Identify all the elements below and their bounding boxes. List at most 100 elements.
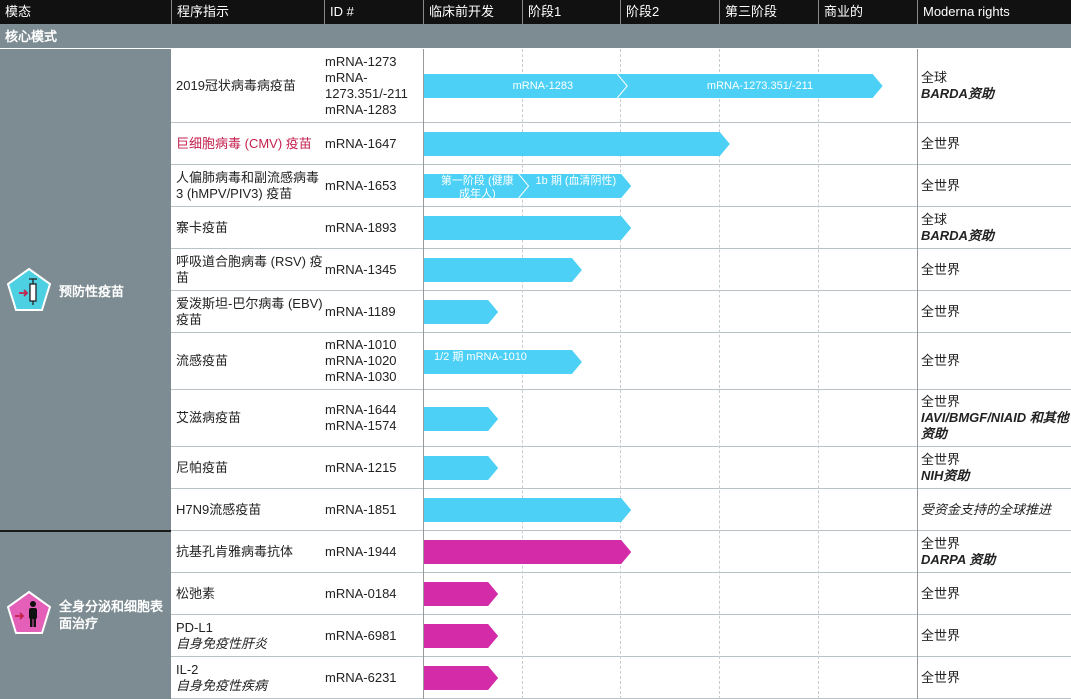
segment-separator — [518, 174, 530, 198]
program-title: H7N9流感疫苗 — [176, 501, 262, 517]
program-title: 爱泼斯坦-巴尔病毒 (EBV) 疫苗 — [176, 295, 323, 327]
progress-bar — [424, 456, 499, 480]
header-program: 程序指示 — [171, 0, 324, 24]
progress-arrow — [424, 132, 730, 156]
header-rights: Moderna rights — [917, 0, 1071, 24]
progress-bar — [424, 300, 499, 324]
grid-line — [917, 49, 918, 699]
header-commercial: 商业的 — [818, 0, 917, 24]
grid-line — [423, 49, 424, 699]
program-title: 艾滋病疫苗 — [176, 410, 242, 425]
program-name: IL-2 自身免疫性疾病 — [176, 657, 324, 698]
section-band: 核心模式 — [0, 24, 1071, 49]
table-row: PD-L1 自身免疫性肝炎 mRNA-6981 全世界 — [171, 615, 1071, 657]
program-title: 松弛素 — [176, 585, 216, 601]
id-value: mRNA-1189 — [325, 303, 396, 319]
table-row: 爱泼斯坦-巴尔病毒 (EBV) 疫苗 mRNA-1189 全世界 — [171, 291, 1071, 333]
program-id: mRNA-1189 — [325, 291, 425, 332]
program-name: 爱泼斯坦-巴尔病毒 (EBV) 疫苗 — [176, 291, 324, 332]
rights-text: 全世界 — [921, 394, 961, 409]
progress-arrow — [424, 582, 499, 606]
program-id: mRNA-1644 mRNA-1574 — [325, 390, 425, 446]
program-title: 呼吸道合胞病毒 (RSV) 疫苗 — [176, 253, 323, 285]
grid-line — [818, 49, 819, 699]
program-title: 巨细胞病毒 (CMV) 疫苗 — [176, 135, 312, 151]
program-id: mRNA-1893 — [325, 207, 425, 248]
program-id: mRNA-1215 — [325, 447, 425, 488]
progress-bar: 第一阶段 (健康成年人) 1b 期 (血清阴性) — [424, 174, 632, 198]
rights-cell: 全球 BARDA资助 — [921, 49, 1071, 122]
progress-arrow — [424, 174, 632, 198]
table-row: 抗基孔肯雅病毒抗体 mRNA-1944 全世界 DARPA 资助 — [171, 531, 1071, 573]
program-id: mRNA-0184 — [325, 573, 425, 614]
person-pentagon-icon — [6, 590, 52, 636]
rights-text: 全世界 — [921, 535, 961, 551]
header-phase2: 阶段2 — [620, 0, 719, 24]
progress-arrow — [424, 666, 499, 690]
rights-text: 全世界 — [921, 353, 961, 368]
program-name: 人偏肺病毒和副流感病毒 3 (hMPV/PIV3) 疫苗 — [176, 165, 324, 206]
rights-text: 全世界 — [921, 261, 961, 277]
progress-bar — [424, 666, 499, 690]
program-id: mRNA-6981 — [325, 615, 425, 656]
progress-arrow — [424, 216, 632, 240]
id-value: mRNA-1944 — [325, 543, 397, 559]
program-id: mRNA-1273 mRNA-1273.351/-211 mRNA-1283 — [325, 49, 425, 122]
program-title: 抗基孔肯雅病毒抗体 — [176, 543, 294, 559]
program-name: 2019冠状病毒病疫苗 — [176, 49, 324, 122]
program-title: 寨卡疫苗 — [176, 219, 229, 235]
id-value: mRNA-1851 — [325, 501, 397, 517]
rights-cell: 全世界 — [921, 123, 1071, 164]
id-value: mRNA-1345 — [325, 261, 397, 277]
rights-cell: 全世界 — [921, 657, 1071, 698]
progress-arrow — [424, 407, 499, 431]
progress-arrow — [424, 498, 632, 522]
program-title: IL-2 — [176, 661, 199, 677]
id-value: mRNA-1030 — [325, 369, 397, 384]
program-name: 寨卡疫苗 — [176, 207, 324, 248]
table-row: 2019冠状病毒病疫苗 mRNA-1273 mRNA-1273.351/-211 mR… — [171, 49, 1071, 123]
program-indication: 自身免疫性疾病 — [176, 677, 268, 693]
progress-arrow — [424, 74, 883, 98]
rights-cell: 受资金支持的全球推进 — [921, 489, 1071, 530]
id-value: mRNA-0184 — [325, 585, 397, 601]
header-phase3: 第三阶段 — [719, 0, 818, 24]
syringe-pentagon-icon — [6, 267, 52, 313]
rights-text: 全世界 — [921, 669, 961, 685]
rights-text: BARDA资助 — [921, 227, 994, 243]
rights-text: 全世界 — [921, 135, 961, 151]
progress-bar — [424, 582, 499, 606]
id-value: mRNA-1010 — [325, 337, 397, 352]
rights-text: 全球 — [921, 211, 948, 227]
id-value: mRNA-1215 — [325, 459, 397, 475]
program-name: 巨细胞病毒 (CMV) 疫苗 — [176, 123, 324, 164]
rights-text: 全世界 — [921, 303, 961, 319]
program-id: mRNA-1851 — [325, 489, 425, 530]
program-title: 人偏肺病毒和副流感病毒 3 (hMPV/PIV3) 疫苗 — [176, 169, 320, 201]
program-id: mRNA-1944 — [325, 531, 425, 572]
header-preclinical: 临床前开发 — [423, 0, 522, 24]
table-header: 模态 程序指示 ID # 临床前开发 阶段1 阶段2 第三阶段 商业的 Mode… — [0, 0, 1071, 24]
rights-text: IAVI/BMGF/NIAID 和其他资助 — [921, 410, 1069, 441]
bar-segment-label: 1b 期 (血清阴性) — [535, 175, 617, 187]
grid-line — [522, 49, 523, 699]
program-title: 流感疫苗 — [176, 353, 229, 368]
modality-systemic-therapeutics: 全身分泌和细胞表面治疗 — [0, 532, 171, 699]
rights-text: DARPA 资助 — [921, 551, 996, 567]
progress-bar — [424, 624, 499, 648]
id-value: mRNA-1647 — [325, 135, 397, 151]
program-title: 2019冠状病毒病疫苗 — [176, 77, 296, 93]
progress-bar: 1/2 期 mRNA-1010 — [424, 350, 582, 374]
progress-bar — [424, 407, 499, 431]
bar-segment-label: 1/2 期 mRNA-1010 — [434, 351, 527, 363]
table-row: 松弛素 mRNA-0184 全世界 — [171, 573, 1071, 615]
grid-line — [719, 49, 720, 699]
program-id: mRNA-1345 — [325, 249, 425, 290]
progress-arrow — [424, 300, 499, 324]
progress-bar — [424, 132, 730, 156]
progress-arrow — [424, 350, 582, 374]
id-value: mRNA-1653 — [325, 177, 397, 193]
rights-text: 全世界 — [921, 451, 961, 467]
rights-cell: 全世界 — [921, 573, 1071, 614]
table-row: 呼吸道合胞病毒 (RSV) 疫苗 mRNA-1345 全世界 — [171, 249, 1071, 291]
